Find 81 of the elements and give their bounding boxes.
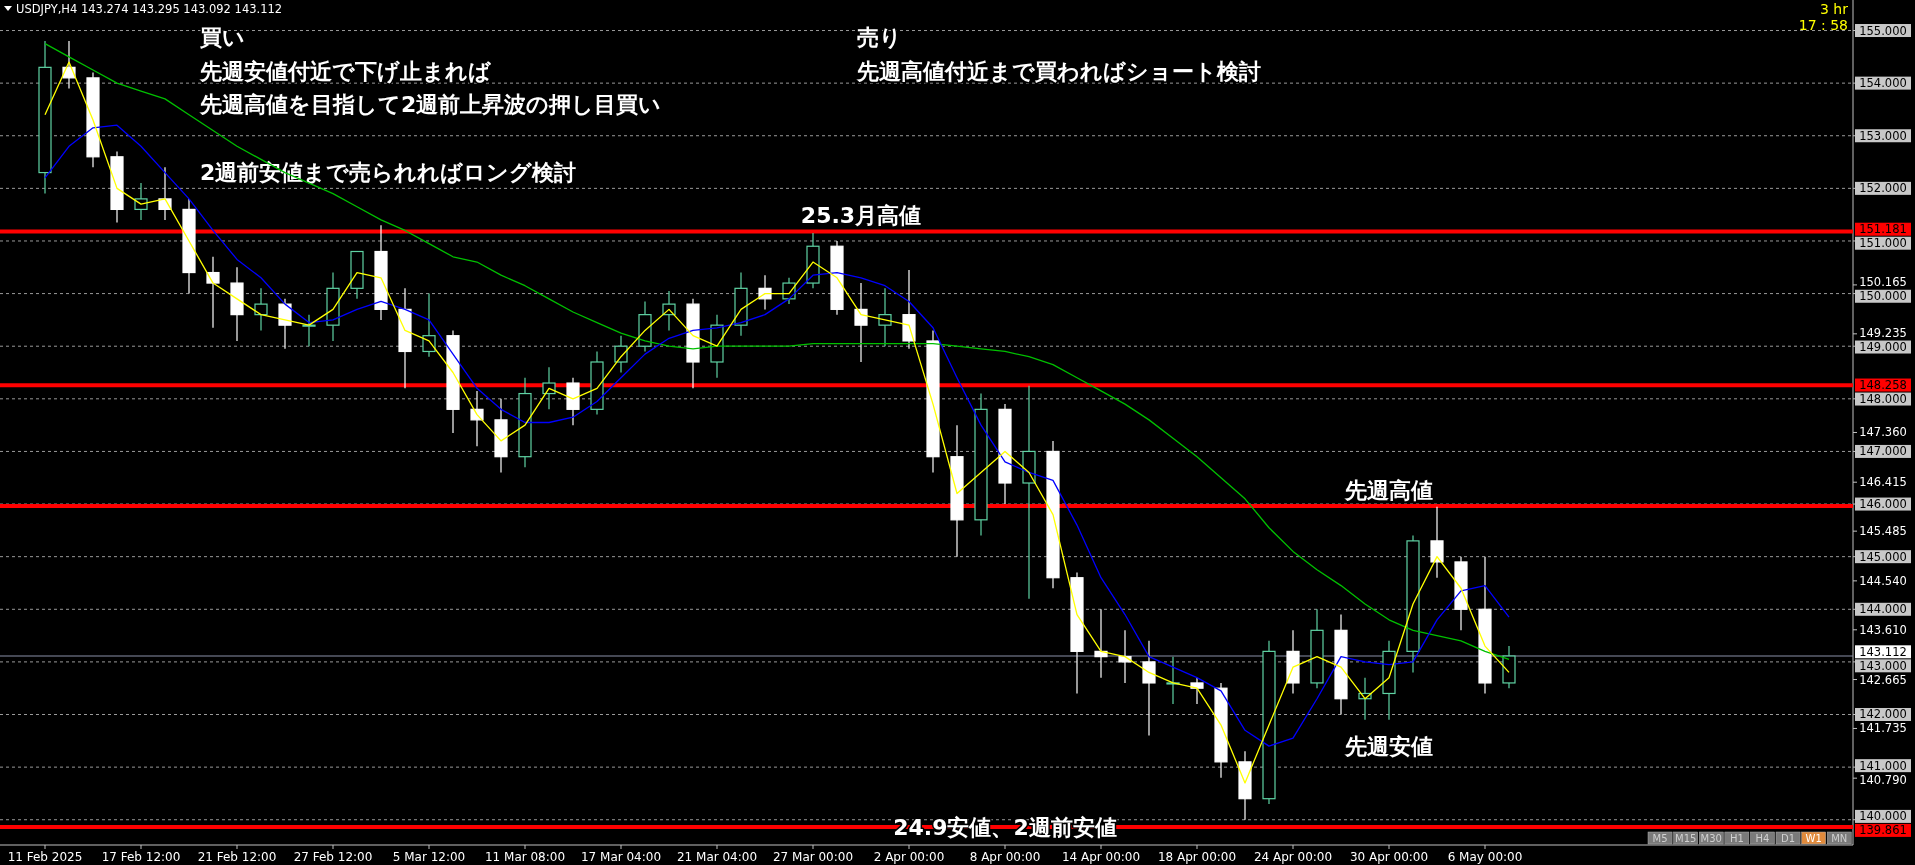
- chart-title: USDJPY,H4 143.274 143.295 143.092 143.112: [16, 2, 283, 16]
- candlestick: [1142, 640, 1156, 737]
- candlestick: [878, 287, 892, 347]
- x-tick-label: 18 Apr 00:00: [1157, 850, 1237, 864]
- y-tick-label: 142.000: [1859, 707, 1907, 722]
- y-tick-label: 147.000: [1859, 444, 1907, 459]
- x-tick-label: 21 Mar 04:00: [676, 850, 758, 864]
- candlestick: [422, 292, 436, 358]
- annotation: 先週安値付近で下げ止まれば: [199, 59, 492, 84]
- x-tick-label: 8 Apr 00:00: [969, 850, 1041, 864]
- y-tick-label: 145.485: [1859, 524, 1907, 539]
- x-tick-label: 30 Apr 00:00: [1349, 850, 1429, 864]
- candlestick: [1118, 629, 1132, 684]
- y-tick-label: 140.000: [1859, 809, 1907, 824]
- text: 3 hr: [1820, 1, 1849, 17]
- y-tick-label: 148.000: [1859, 392, 1907, 407]
- x-tick-label: 6 May 00:00: [1447, 850, 1523, 864]
- y-tick-label: 154.000: [1859, 76, 1907, 91]
- y-tick-label: 149.000: [1859, 340, 1907, 355]
- ref-line-label: 151.181: [1859, 222, 1907, 237]
- x-tick-label: 11 Feb 2025: [7, 850, 83, 864]
- y-tick-label: 141.000: [1859, 758, 1907, 773]
- y-tick-label: 143.000: [1859, 658, 1907, 673]
- x-tick-label: 17 Mar 04:00: [580, 850, 662, 864]
- text: H4: [1755, 833, 1770, 844]
- annotation: 25.3月高値: [800, 203, 922, 229]
- y-tick-label: 150.165: [1859, 275, 1907, 290]
- text: D1: [1781, 833, 1796, 844]
- ref-line-label: 139.861: [1859, 823, 1907, 838]
- y-tick-label: 144.540: [1859, 573, 1907, 588]
- x-tick-label: 27 Feb 12:00: [293, 850, 373, 864]
- y-tick-label: 153.000: [1859, 128, 1907, 143]
- y-tick-label: 146.000: [1859, 497, 1907, 512]
- y-tick-label: 152.000: [1859, 181, 1907, 196]
- x-tick-label: 5 Mar 12:00: [392, 850, 466, 864]
- ref-line-label: 143.112: [1859, 644, 1907, 659]
- text: MN: [1831, 833, 1848, 844]
- x-tick-label: 24 Apr 00:00: [1253, 850, 1333, 864]
- text: M30: [1700, 833, 1722, 844]
- candlestick: [1166, 656, 1180, 705]
- y-tick-label: 144.000: [1859, 602, 1907, 617]
- x-tick-label: 14 Apr 00:00: [1061, 850, 1141, 864]
- y-tick-label: 147.360: [1859, 425, 1907, 440]
- y-tick-label: 142.665: [1859, 672, 1907, 687]
- ref-line-label: 148.258: [1859, 378, 1907, 393]
- text: 17 : 58: [1798, 17, 1848, 33]
- x-tick-label: 21 Feb 12:00: [197, 850, 277, 864]
- text: W1: [1805, 833, 1822, 844]
- candlestick: [758, 274, 772, 310]
- candlestick: [302, 314, 316, 347]
- y-tick-label: 149.235: [1859, 326, 1907, 341]
- y-tick-label: 151.000: [1859, 236, 1907, 251]
- candlestick: [614, 335, 628, 374]
- text: M5: [1652, 833, 1668, 844]
- x-tick-label: 11 Mar 08:00: [484, 850, 566, 864]
- candlestick: [1430, 506, 1444, 579]
- candlestick: [542, 366, 556, 410]
- y-tick-label: 146.415: [1859, 475, 1907, 490]
- candlestick: [206, 256, 220, 329]
- annotation: 売り: [857, 25, 902, 50]
- y-tick-label: 155.000: [1859, 23, 1907, 38]
- annotation: 先週高値付近まで買わればショート検討: [856, 59, 1261, 84]
- annotation: 先週高値を目指して2週前上昇波の押し目買い: [199, 92, 662, 117]
- y-tick-label: 143.610: [1859, 622, 1907, 637]
- y-tick-label: 145.000: [1859, 549, 1907, 564]
- candlestick: [1190, 677, 1204, 705]
- y-tick-label: 150.000: [1859, 289, 1907, 304]
- candlestick: [278, 298, 292, 350]
- candlestick: [854, 282, 868, 363]
- candlestick: [254, 287, 268, 332]
- x-tick-label: 17 Feb 12:00: [101, 850, 181, 864]
- text: H1: [1729, 833, 1744, 844]
- y-tick-label: 140.790: [1859, 772, 1907, 787]
- candlestick: [470, 390, 484, 447]
- x-tick-label: 27 Mar 00:00: [772, 850, 854, 864]
- annotation: 先週安値: [1344, 733, 1433, 759]
- y-tick-label: 141.735: [1859, 721, 1907, 736]
- annotation: 買い: [199, 25, 245, 50]
- text: M15: [1675, 833, 1697, 844]
- annotation: 先週高値: [1344, 477, 1433, 503]
- x-tick-label: 2 Apr 00:00: [873, 850, 945, 864]
